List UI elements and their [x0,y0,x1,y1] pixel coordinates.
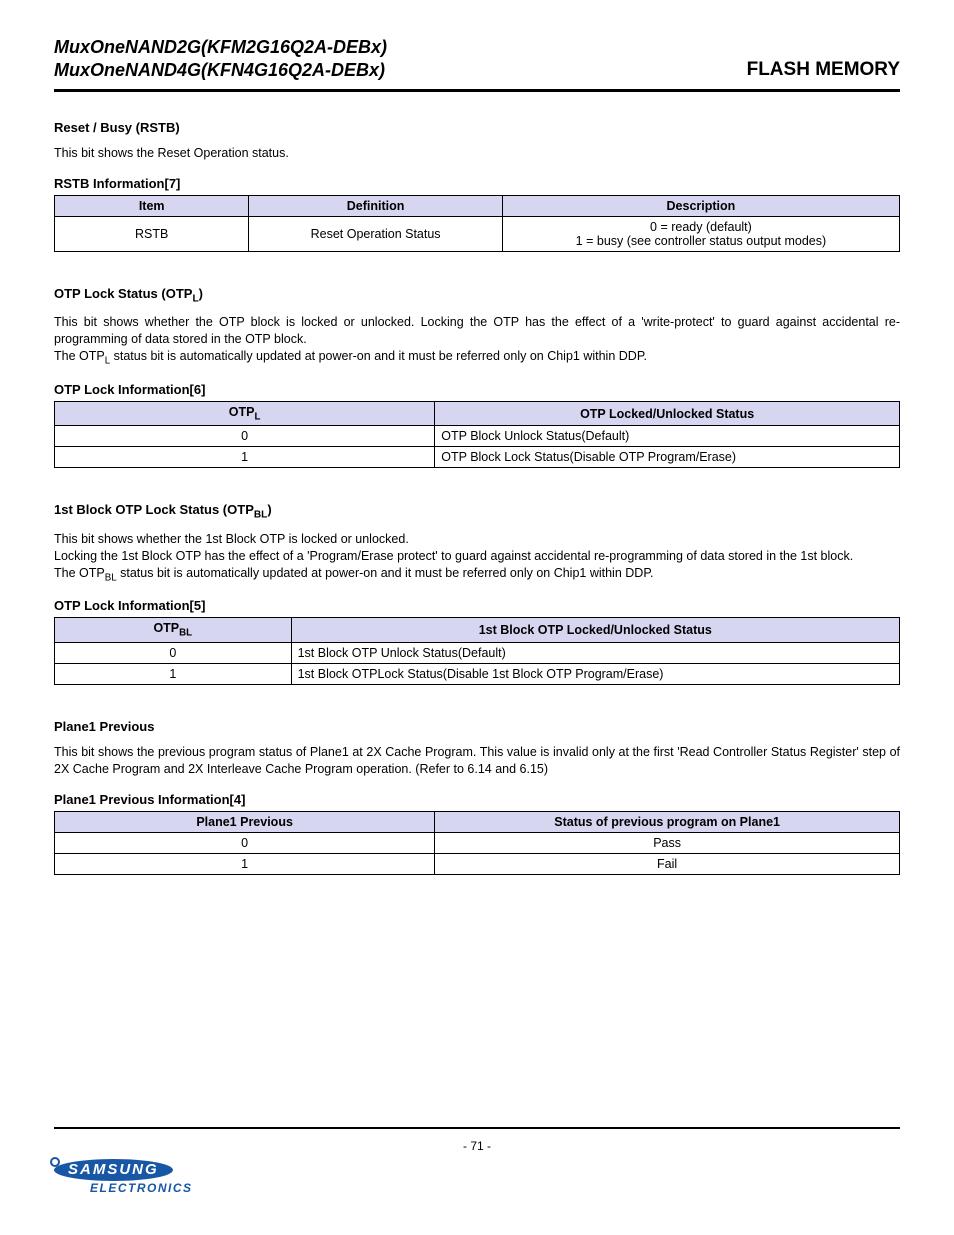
cell: 0 [55,832,435,853]
cell: 1st Block OTP Unlock Status(Default) [291,642,899,663]
page-header: MuxOneNAND2G(KFM2G16Q2A-DEBx) MuxOneNAND… [54,36,900,92]
cell: OTP Block Lock Status(Disable OTP Progra… [435,447,900,468]
th-plane1: Plane1 Previous [55,811,435,832]
plane1-title: Plane1 Previous [54,719,900,734]
otpbl-body2: Locking the 1st Block OTP has the effect… [54,548,900,565]
otpbl-body3c: status bit is automatically updated at p… [117,566,654,580]
rstb-table: Item Definition Description RSTB Reset O… [54,195,900,252]
th-description: Description [502,195,899,216]
cell: OTP Block Unlock Status(Default) [435,426,900,447]
desc-line1: 0 = ready (default) [509,220,893,234]
otpbl-table-title: OTP Lock Information[5] [54,598,900,613]
otpbl-body3: The OTPBL status bit is automatically up… [54,565,900,585]
th-definition: Definition [249,195,503,216]
otpl-title: OTP Lock Status (OTPL) [54,286,900,305]
table-header-row: OTPBL 1st Block OTP Locked/Unlocked Stat… [55,618,900,643]
otpl-body2: The OTPL status bit is automatically upd… [54,348,900,368]
table-row: 0 Pass [55,832,900,853]
rstb-body: This bit shows the Reset Operation statu… [54,145,900,162]
th-otpl: OTPL [55,401,435,426]
cell: Fail [435,853,900,874]
th-otpl-a: OTP [229,405,255,419]
otpl-body2c: status bit is automatically updated at p… [110,349,647,363]
otpl-body1: This bit shows whether the OTP block is … [54,314,900,348]
otpl-title-c: ) [199,286,203,301]
th-otpl-b: L [254,411,260,422]
rstb-table-title: RSTB Information[7] [54,176,900,191]
th-otpbl: OTPBL [55,618,292,643]
otpbl-body3b: BL [105,572,117,583]
otpbl-table: OTPBL 1st Block OTP Locked/Unlocked Stat… [54,617,900,685]
plane1-table: Plane1 Previous Status of previous progr… [54,811,900,875]
header-line1: MuxOneNAND2G(KFM2G16Q2A-DEBx) [54,36,387,59]
table-header-row: Plane1 Previous Status of previous progr… [55,811,900,832]
cell: RSTB [55,216,249,251]
table-row: 0 1st Block OTP Unlock Status(Default) [55,642,900,663]
th-status: 1st Block OTP Locked/Unlocked Status [291,618,899,643]
logo-subtext: ELECTRONICS [90,1181,193,1195]
table-row: 0 OTP Block Unlock Status(Default) [55,426,900,447]
cell: 0 [55,642,292,663]
otpbl-title-sub: BL [254,510,268,521]
rstb-title: Reset / Busy (RSTB) [54,120,900,135]
cell: 1 [55,663,292,684]
samsung-logo-icon: SAMSUNG [54,1159,173,1181]
table-row: 1 OTP Block Lock Status(Disable OTP Prog… [55,447,900,468]
table-row: 1 Fail [55,853,900,874]
otpl-table: OTPL OTP Locked/Unlocked Status 0 OTP Bl… [54,401,900,469]
table-header-row: Item Definition Description [55,195,900,216]
logo: SAMSUNG ELECTRONICS [54,1159,900,1195]
table-row: 1 1st Block OTPLock Status(Disable 1st B… [55,663,900,684]
header-line2: MuxOneNAND4G(KFN4G16Q2A-DEBx) [54,59,387,82]
cell: Pass [435,832,900,853]
cell: 1st Block OTPLock Status(Disable 1st Blo… [291,663,899,684]
desc-line2: 1 = busy (see controller status output m… [509,234,893,248]
table-header-row: OTPL OTP Locked/Unlocked Status [55,401,900,426]
th-status: OTP Locked/Unlocked Status [435,401,900,426]
otpl-body2a: The OTP [54,349,105,363]
header-title-right: FLASH MEMORY [747,59,900,81]
cell: 1 [55,853,435,874]
cell: 0 = ready (default) 1 = busy (see contro… [502,216,899,251]
otpl-title-a: OTP Lock Status (OTP [54,286,192,301]
th-otpbl-b: BL [179,628,192,639]
otpbl-title-a: 1st Block OTP Lock Status (OTP [54,502,254,517]
cell: 0 [55,426,435,447]
page-number: - 71 - [54,1139,900,1153]
otpbl-body1: This bit shows whether the 1st Block OTP… [54,531,900,548]
header-title-left: MuxOneNAND2G(KFM2G16Q2A-DEBx) MuxOneNAND… [54,36,387,81]
otpl-table-title: OTP Lock Information[6] [54,382,900,397]
cell: Reset Operation Status [249,216,503,251]
otpbl-title: 1st Block OTP Lock Status (OTPBL) [54,502,900,521]
th-otpbl-a: OTP [153,621,179,635]
otpbl-body3a: The OTP [54,566,105,580]
th-status: Status of previous program on Plane1 [435,811,900,832]
page-footer: - 71 - SAMSUNG ELECTRONICS [54,1127,900,1195]
table-row: RSTB Reset Operation Status 0 = ready (d… [55,216,900,251]
th-item: Item [55,195,249,216]
plane1-table-title: Plane1 Previous Information[4] [54,792,900,807]
cell: 1 [55,447,435,468]
otpbl-title-c: ) [267,502,271,517]
plane1-body: This bit shows the previous program stat… [54,744,900,778]
